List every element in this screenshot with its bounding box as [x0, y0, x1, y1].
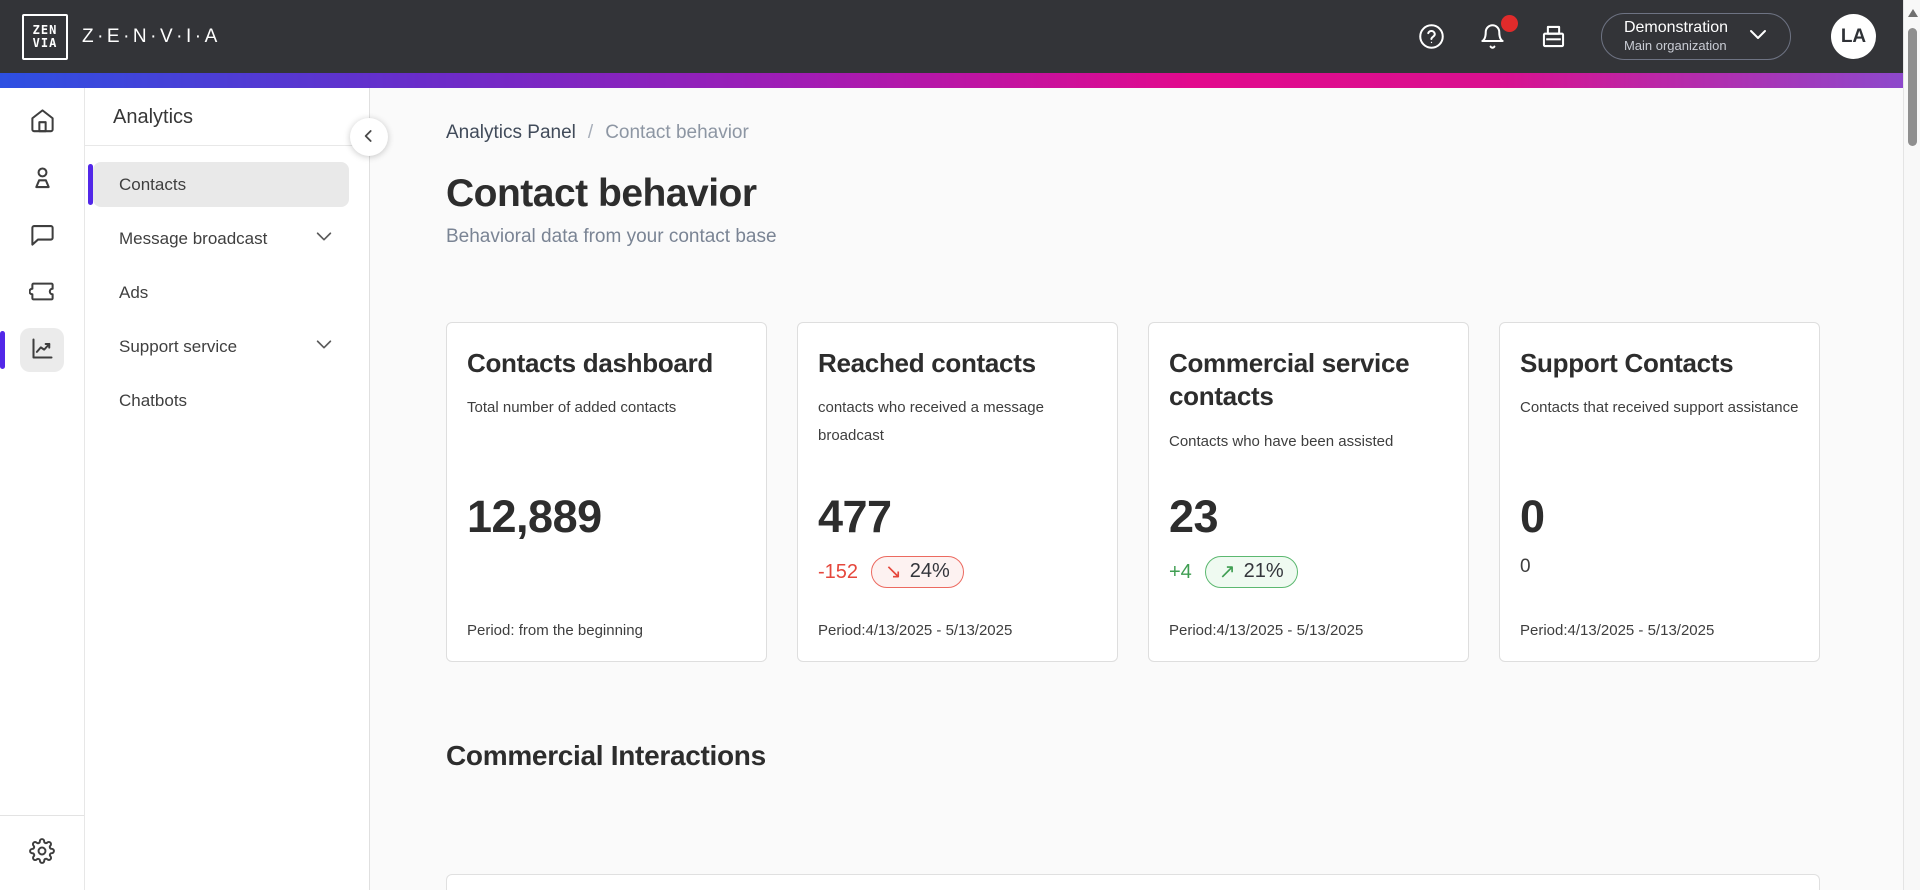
trend-percent: 24%: [909, 560, 950, 582]
trend-percent: 21%: [1243, 560, 1284, 582]
sidebar-item-label: Message broadcast: [119, 228, 268, 248]
chart-line-icon: [29, 335, 56, 365]
page-subtitle: Behavioral data from your contact base: [446, 226, 777, 247]
card-period: Period:4/13/2025 - 5/13/2025: [1169, 622, 1364, 639]
topbar-actions: Demonstration Main organization LA: [1390, 13, 1876, 60]
card-period: Period:4/13/2025 - 5/13/2025: [818, 622, 1013, 639]
printer-icon: [1540, 23, 1567, 50]
notification-badge: [1500, 15, 1518, 32]
delta-value: -152: [818, 560, 859, 583]
topbar: ZEN VIA Z·E·N·V·I·A: [0, 0, 1920, 73]
org-switcher[interactable]: Demonstration Main organization: [1600, 13, 1791, 60]
org-subtitle: Main organization: [1623, 38, 1727, 54]
card-delta-row: +4 ↗ 21%: [1169, 556, 1298, 588]
trend-badge: ↗ 21%: [1204, 556, 1298, 588]
rail-item-contacts[interactable]: [20, 157, 64, 201]
zenvia-logo[interactable]: ZEN VIA Z·E·N·V·I·A: [22, 13, 221, 60]
section-title-commercial-interactions: Commercial Interactions: [446, 740, 766, 771]
card-description: Total number of added contacts: [467, 399, 677, 417]
card-reached-contacts: Reached contacts contacts who received a…: [797, 322, 1118, 662]
sidebar-divider: [85, 145, 369, 146]
sidebar-item-contacts[interactable]: Contacts: [88, 162, 349, 207]
chat-icon: [29, 221, 56, 251]
card-title: Reached contacts: [818, 348, 1036, 378]
person-icon: [29, 164, 56, 194]
card-contacts-dashboard: Contacts dashboard Total number of added…: [446, 322, 767, 662]
delta-value: +4: [1169, 560, 1192, 583]
analytics-sidebar: Analytics Contacts Message broadcast Ads…: [85, 88, 388, 890]
sidebar-item-label: Ads: [119, 282, 149, 302]
card-description: contacts who received a message broadcas…: [818, 399, 1044, 445]
card-commercial-service-contacts: Commercial service contacts Contacts who…: [1148, 322, 1469, 662]
rail-item-home[interactable]: [20, 100, 64, 144]
card-title: Contacts dashboard: [467, 348, 713, 378]
chevron-down-icon: [313, 333, 335, 360]
stat-cards-row: Contacts dashboard Total number of added…: [446, 322, 1920, 662]
rail-item-analytics[interactable]: [0, 328, 64, 372]
breadcrumb-current: Contact behavior: [605, 122, 749, 143]
avatar[interactable]: LA: [1831, 14, 1876, 59]
vertical-scrollbar[interactable]: [1903, 0, 1920, 890]
rail-item-tickets[interactable]: [20, 271, 64, 315]
trend-up-icon: ↗: [1218, 561, 1236, 583]
chevron-down-icon: [313, 225, 335, 252]
scroll-up-arrow[interactable]: [1907, 9, 1918, 17]
card-support-contacts: Support Contacts Contacts that received …: [1499, 322, 1820, 662]
partial-card-below-fold: [446, 874, 1820, 890]
zenvia-logo-icon: ZEN VIA: [22, 13, 68, 60]
avatar-initials: LA: [1840, 25, 1867, 47]
notifications-button[interactable]: [1473, 15, 1518, 56]
brand-gradient-bar: [0, 73, 1920, 88]
sidebar-item-label: Chatbots: [119, 390, 188, 410]
rail-item-settings[interactable]: [20, 830, 64, 874]
card-period: Period:4/13/2025 - 5/13/2025: [1520, 622, 1715, 639]
main-content: Analytics Panel / Contact behavior Conta…: [370, 88, 1920, 890]
org-name: Demonstration: [1623, 19, 1728, 37]
card-value: 0: [1520, 491, 1545, 542]
sidebar-item-chatbots[interactable]: Chatbots: [93, 378, 349, 423]
print-button[interactable]: [1534, 17, 1573, 56]
sidebar-menu: Contacts Message broadcast Ads Support s…: [85, 146, 369, 423]
icon-rail: [0, 88, 85, 890]
home-icon: [29, 107, 56, 137]
help-button[interactable]: [1412, 17, 1451, 56]
card-title: Support Contacts: [1520, 348, 1734, 378]
delta-value: 0: [1520, 556, 1531, 577]
ticket-icon: [28, 278, 56, 308]
logo-mark-top: ZEN: [32, 22, 58, 37]
chevron-down-icon: [1746, 22, 1770, 51]
breadcrumb-analytics-panel[interactable]: Analytics Panel: [446, 122, 576, 143]
logo-mark-bottom: VIA: [32, 35, 58, 50]
sidebar-item-label: Support service: [119, 336, 238, 356]
logo-wordmark: Z·E·N·V·I·A: [82, 25, 221, 47]
trend-down-icon: ↘: [885, 561, 902, 583]
card-value: 12,889: [467, 491, 602, 542]
card-value: 23: [1169, 491, 1219, 542]
trend-badge: ↘ 24%: [871, 556, 964, 588]
sidebar-collapse-button[interactable]: [350, 118, 388, 156]
sidebar-title: Analytics: [113, 106, 194, 128]
org-switcher-labels: Demonstration Main organization: [1624, 18, 1728, 54]
sidebar-item-ads[interactable]: Ads: [93, 270, 349, 315]
card-title: Commercial service contacts: [1169, 348, 1410, 412]
card-delta-row: 0: [1520, 556, 1531, 578]
card-description: Contacts who have been assisted: [1169, 432, 1394, 450]
sidebar-item-label: Contacts: [119, 174, 187, 194]
rail-footer: [0, 815, 84, 890]
gear-icon: [29, 837, 55, 867]
sidebar-item-message-broadcast[interactable]: Message broadcast: [93, 216, 349, 261]
chevron-left-icon: [359, 126, 379, 149]
rail-item-conversations[interactable]: [20, 214, 64, 258]
sidebar-item-support-service[interactable]: Support service: [93, 324, 349, 369]
scrollbar-thumb[interactable]: [1908, 28, 1917, 146]
bell-icon: [1479, 23, 1506, 50]
card-value: 477: [818, 491, 892, 542]
card-delta-row: -152 ↘ 24%: [818, 556, 964, 588]
card-period: Period: from the beginning: [467, 622, 643, 639]
page-title: Contact behavior: [446, 172, 757, 215]
card-description: Contacts that received support assistanc…: [1520, 399, 1799, 417]
breadcrumb: Analytics Panel / Contact behavior: [446, 122, 1920, 144]
breadcrumb-separator: /: [587, 122, 594, 143]
help-icon: [1418, 23, 1445, 50]
